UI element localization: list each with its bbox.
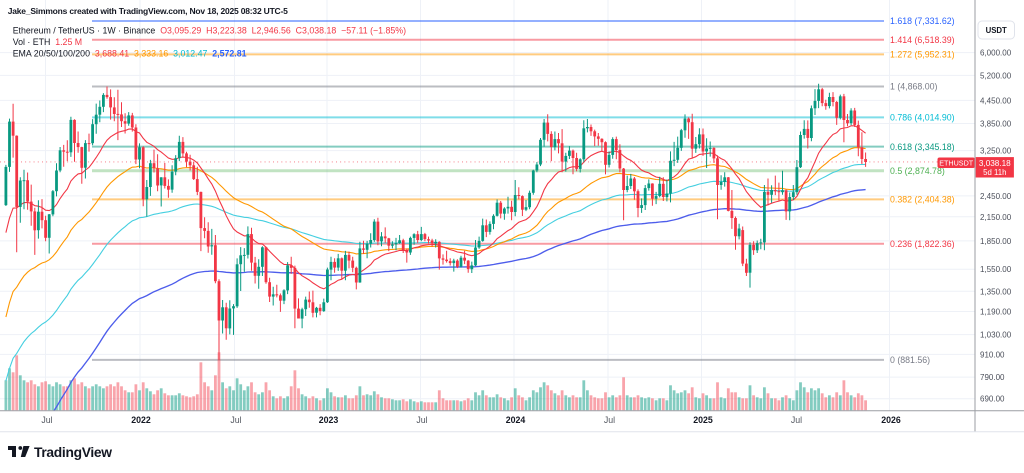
- svg-text:0.618 (3,345.18): 0.618 (3,345.18): [890, 142, 955, 152]
- svg-text:TradingView: TradingView: [34, 445, 112, 460]
- svg-text:1,850.00: 1,850.00: [980, 237, 1012, 246]
- svg-text:790.00: 790.00: [980, 373, 1005, 382]
- svg-text:1 (4,868.00): 1 (4,868.00): [890, 82, 938, 92]
- svg-text:0.786 (4,014.90): 0.786 (4,014.90): [890, 113, 955, 123]
- svg-text:0 (881.56): 0 (881.56): [890, 355, 930, 365]
- svg-text:1,190.00: 1,190.00: [980, 308, 1012, 317]
- svg-text:2,450.00: 2,450.00: [980, 192, 1012, 201]
- svg-text:1.618 (7,331.62): 1.618 (7,331.62): [890, 16, 955, 26]
- svg-text:1,030.00: 1,030.00: [980, 331, 1012, 340]
- svg-text:1.414 (6,518.39): 1.414 (6,518.39): [890, 35, 955, 45]
- svg-text:1,350.00: 1,350.00: [980, 287, 1012, 296]
- svg-text:690.00: 690.00: [980, 395, 1005, 404]
- svg-text:2025: 2025: [693, 415, 713, 425]
- svg-text:2026: 2026: [881, 415, 901, 425]
- svg-text:4,450.00: 4,450.00: [980, 96, 1012, 105]
- svg-text:5d 11h: 5d 11h: [983, 168, 1006, 177]
- svg-text:0.236 (1,822.36): 0.236 (1,822.36): [890, 239, 955, 249]
- svg-text:Ethereum / TetherUS · 1W · Bin: Ethereum / TetherUS · 1W · Binance O3,09…: [13, 26, 406, 36]
- svg-text:2023: 2023: [319, 415, 339, 425]
- svg-text:Jul: Jul: [416, 415, 427, 425]
- svg-text:USDT: USDT: [986, 26, 1007, 35]
- svg-text:3,850.00: 3,850.00: [980, 120, 1012, 129]
- svg-text:910.00: 910.00: [980, 350, 1005, 359]
- svg-text:Jul: Jul: [791, 415, 802, 425]
- svg-text:Vol · ETH 1.25 M: Vol · ETH 1.25 M: [13, 37, 82, 47]
- svg-text:1,550.00: 1,550.00: [980, 265, 1012, 274]
- svg-text:Jake_Simmons created with Trad: Jake_Simmons created with TradingView.co…: [8, 6, 288, 16]
- svg-text:EMA 20/50/100/200 3,688.41 3: EMA 20/50/100/200 3,688.41 3,333.16 3,01…: [13, 48, 247, 58]
- svg-text:3,250.00: 3,250.00: [980, 147, 1012, 156]
- svg-text:1.272 (5,952.31): 1.272 (5,952.31): [890, 50, 955, 60]
- svg-text:0.382 (2,404.38): 0.382 (2,404.38): [890, 195, 955, 205]
- svg-text:2,150.00: 2,150.00: [980, 213, 1012, 222]
- svg-text:3,038.18: 3,038.18: [979, 159, 1011, 168]
- svg-text:2022: 2022: [131, 415, 151, 425]
- svg-text:6,000.00: 6,000.00: [980, 49, 1012, 58]
- svg-text:5,200.00: 5,200.00: [980, 71, 1012, 80]
- svg-text:Jul: Jul: [41, 415, 52, 425]
- svg-text:0.5 (2,874.78): 0.5 (2,874.78): [890, 166, 945, 176]
- svg-text:Jul: Jul: [604, 415, 615, 425]
- svg-text:ETHUSDT: ETHUSDT: [939, 158, 974, 167]
- svg-text:Jul: Jul: [230, 415, 241, 425]
- svg-text:2024: 2024: [506, 415, 526, 425]
